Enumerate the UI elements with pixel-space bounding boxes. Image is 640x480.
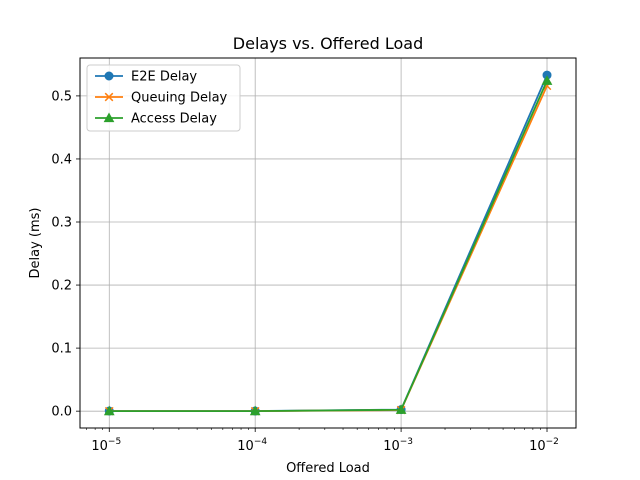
- series-layer: [103, 70, 553, 416]
- y-tick-label: 0.5: [51, 89, 72, 104]
- marker-triangle: [249, 405, 261, 416]
- y-tick-label: 0.1: [51, 342, 72, 357]
- y-tick-label: 0.0: [51, 405, 72, 420]
- grid: [80, 58, 576, 428]
- legend-box: [86, 64, 241, 132]
- marker-x: [104, 92, 114, 102]
- minor-ticks: [86, 428, 541, 430]
- plot-frame: [79, 57, 577, 429]
- marker-triangle: [103, 112, 115, 123]
- x-axis-title: Offered Load: [286, 461, 370, 476]
- y-tick-label: 0.2: [51, 279, 72, 294]
- marker-triangle: [395, 404, 407, 414]
- y-tick-label: 0.3: [51, 216, 72, 231]
- legend-item: Queuing Delay: [95, 91, 228, 106]
- y-tick-label: 0.4: [51, 152, 72, 167]
- legend-label: E2E Delay: [131, 70, 197, 85]
- y-axis-title: Delay (ms): [28, 208, 43, 279]
- legend-item: Access Delay: [95, 112, 217, 127]
- legend-label: Access Delay: [131, 112, 217, 127]
- legend-label: Queuing Delay: [131, 91, 228, 106]
- chart-title: Delays vs. Offered Load: [233, 34, 423, 53]
- series-line: [109, 80, 548, 413]
- legend-item: E2E Delay: [95, 70, 197, 85]
- legend: E2E Delay Queuing Delay Access Delay: [86, 64, 241, 132]
- series-2: [103, 75, 553, 416]
- marker-triangle: [103, 405, 115, 416]
- marker-triangle: [541, 75, 553, 85]
- marker-circle: [104, 71, 114, 81]
